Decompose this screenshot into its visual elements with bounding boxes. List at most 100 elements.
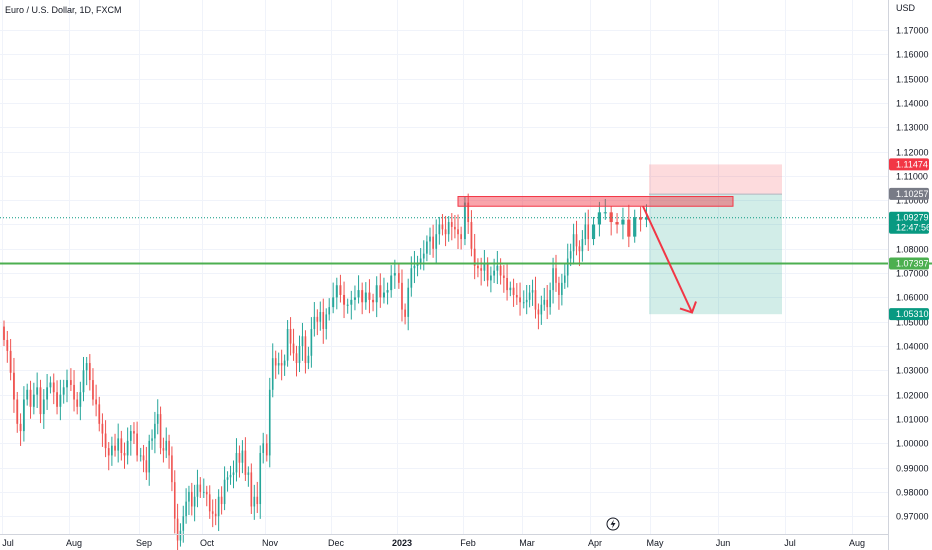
candle (552, 257, 554, 304)
candle-body (289, 329, 292, 344)
candle-body (372, 299, 375, 303)
candle-body (422, 253, 425, 259)
candle (483, 250, 486, 282)
candle (274, 350, 277, 379)
candle (214, 498, 217, 526)
candle-body (477, 265, 479, 269)
candle-body (244, 450, 247, 475)
lightning-icon[interactable] (606, 517, 620, 531)
candle-body (638, 217, 643, 220)
candle-body (460, 234, 462, 240)
candle (114, 433, 116, 457)
candle (211, 499, 214, 528)
price-axis[interactable]: 1.17000 1.16000 1.15000 1.14000 1.13000 1.120… (896, 26, 929, 522)
candle-body (42, 399, 45, 415)
price-tick-label: 0.98000 (896, 488, 929, 498)
candle-body (549, 290, 551, 308)
candle-body (66, 380, 68, 388)
candle (226, 471, 229, 492)
candle-body (3, 326, 5, 340)
price-tag-timer: 12:47:56 (896, 223, 931, 233)
candle (62, 379, 65, 404)
candle (569, 243, 572, 267)
candle (22, 386, 25, 442)
candle (244, 437, 247, 481)
candle (534, 276, 537, 319)
candle (531, 279, 534, 306)
candle (256, 481, 259, 514)
candle-body (179, 530, 182, 541)
candle (319, 301, 322, 331)
candle-body (531, 290, 534, 293)
candle (188, 485, 190, 515)
candle-body (502, 275, 505, 278)
price-tick-label: 0.97000 (896, 512, 929, 522)
candle (540, 295, 543, 325)
candle-body (398, 273, 400, 283)
candle (543, 287, 546, 311)
time-tick-label: Nov (262, 538, 279, 548)
candle-body (52, 382, 55, 393)
candle (633, 209, 637, 243)
candle (280, 349, 283, 381)
candle-body (62, 387, 65, 395)
candle-body (19, 423, 22, 432)
candle-body (165, 440, 168, 451)
candle (525, 285, 528, 315)
candle-body (375, 285, 378, 303)
candle (185, 488, 187, 524)
candle-body (525, 299, 528, 303)
candle (193, 484, 196, 522)
candle (597, 201, 602, 237)
candle (486, 257, 489, 287)
candle-body (205, 491, 208, 495)
candle (265, 434, 268, 462)
candle (615, 213, 619, 234)
candle-body (454, 226, 456, 230)
candle-body (159, 414, 162, 449)
candle-body (537, 309, 540, 315)
candle-body (346, 304, 349, 306)
price-tag-box (889, 187, 929, 200)
price-tick-label: 1.14000 (896, 99, 929, 109)
candle (426, 235, 428, 262)
candle-body (250, 472, 253, 507)
candle (546, 285, 549, 320)
candle (372, 293, 375, 312)
candle-body (283, 360, 286, 366)
candle-body (419, 258, 422, 264)
time-tick-label: Jul (2, 538, 14, 548)
candle (190, 482, 193, 516)
candle-body (92, 380, 94, 400)
candle (92, 368, 94, 406)
candle (173, 470, 176, 534)
candle-body (441, 224, 444, 230)
price-tick-label: 1.13000 (896, 123, 929, 133)
candle (407, 278, 410, 331)
candle-body (615, 222, 619, 225)
candle-body (295, 353, 298, 364)
price-tag: 1.10257 (889, 187, 929, 200)
candle-body (343, 294, 346, 305)
candle (171, 446, 173, 492)
candle (268, 377, 271, 468)
candle (353, 285, 356, 311)
candle-body (173, 482, 176, 519)
candle (558, 276, 560, 310)
chart-title: Euro / U.S. Dollar, 1D, FXCM (5, 5, 122, 15)
candle (101, 413, 104, 447)
time-tick-label: Aug (66, 538, 82, 548)
price-tag-box (889, 211, 929, 234)
candle (95, 384, 97, 417)
price-tick-label: 1.12000 (896, 148, 929, 158)
candle-body (407, 287, 410, 317)
candle-body (325, 314, 328, 330)
candle (49, 376, 52, 394)
time-axis[interactable]: Jul Aug Sep Oct Nov Dec 2023 Feb Mar Apr May Jun Jul… (2, 538, 865, 548)
price-tag-label: 1.07397 (896, 258, 929, 268)
candle-body (95, 399, 97, 405)
price-tag: 1.05310 (889, 308, 929, 321)
candle-body (70, 380, 72, 385)
